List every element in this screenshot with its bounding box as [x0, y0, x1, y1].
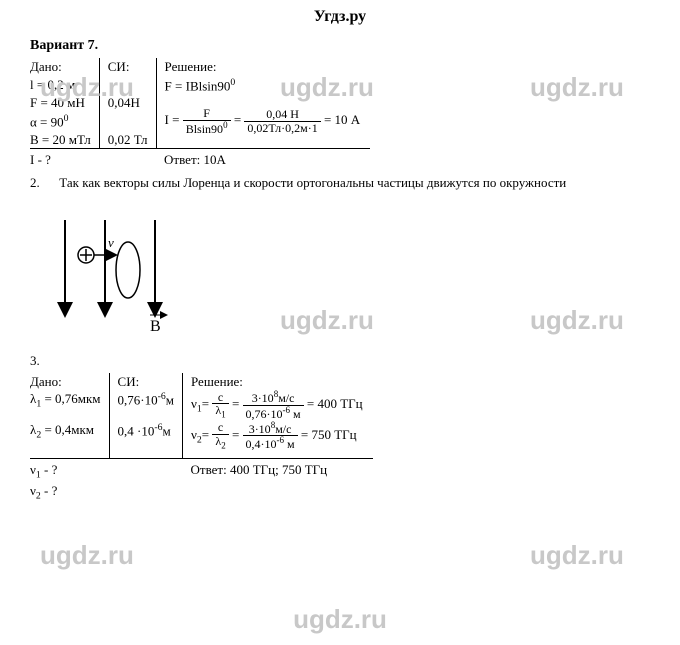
fraction: 0,04 H 0,02Тл·0,2м·1: [244, 108, 320, 134]
si-line: 0,4 ·10-6м: [109, 421, 182, 451]
given-line: F = 40 мН: [30, 94, 99, 112]
page-title: Угдз.ру: [0, 0, 680, 26]
answer-line: Ответ: 400 ТГц; 750 ТГц: [183, 459, 373, 482]
problem-text: Так как векторы силы Лоренца и скорости …: [59, 175, 566, 190]
formula-text: F = IBlsin90: [165, 78, 231, 93]
solution-line: ν1= c λ1 = 3·108м/с 0,76·10-6 м = 400 ТГ…: [183, 390, 373, 420]
problem-1-table: Дано: СИ: Решение: l = 0,2 м F = IBlsin9…: [30, 58, 370, 169]
watermark-text: ugdz.ru: [530, 540, 624, 571]
diagram-svg: v B: [50, 215, 190, 335]
given-header: Дано:: [30, 373, 109, 391]
problem-1: Дано: СИ: Решение: l = 0,2 м F = IBlsin9…: [0, 58, 680, 169]
given-line: α = 900: [30, 112, 99, 131]
problem-3-table: Дано: СИ: Решение: λ1 = 0,76мкм 0,76·10-…: [30, 373, 373, 503]
numerator: F: [183, 107, 231, 121]
problem-3: Дано: СИ: Решение: λ1 = 0,76мкм 0,76·10-…: [0, 373, 680, 503]
answer-line: Ответ: 10А: [156, 149, 370, 169]
solution-line: ν2= c λ2 = 3·108м/с 0,4·10-6 м = 750 ТГц: [183, 421, 373, 451]
solution-header: Решение:: [183, 373, 373, 391]
fraction: F Blsin900: [183, 107, 231, 135]
problem-3-number: 3.: [0, 345, 680, 371]
solution-line: F = IBlsin900: [156, 76, 370, 95]
watermark-text: ugdz.ru: [40, 540, 134, 571]
given-line: l = 0,2 м: [30, 76, 99, 95]
b-label: B: [150, 318, 161, 335]
solution-header: Решение:: [156, 58, 370, 76]
given-line: λ1 = 0,76мкм: [30, 390, 109, 420]
fraction: 3·108м/с 0,4·10-6 м: [243, 421, 298, 451]
denominator: Blsin900: [183, 121, 231, 136]
given-line: λ2 = 0,4мкм: [30, 421, 109, 451]
fraction: 3·108м/с 0,76·10-6 м: [243, 390, 304, 420]
v-label: v: [108, 235, 114, 250]
lorentz-diagram: v B: [0, 197, 680, 345]
find-line: ν2 - ?: [30, 482, 109, 503]
find-line: I - ?: [30, 149, 99, 169]
si-header: СИ:: [109, 373, 182, 391]
si-line: 0,02 Тл: [99, 131, 156, 149]
sup: 0: [230, 77, 235, 88]
fraction: c λ1: [212, 391, 228, 420]
given-line: B = 20 мТл: [30, 131, 99, 149]
fraction: c λ2: [212, 421, 228, 450]
denominator: 0,02Тл·0,2м·1: [244, 122, 320, 135]
formula-text: I =: [165, 112, 183, 127]
problem-2: 2. Так как векторы силы Лоренца и скорос…: [0, 169, 680, 197]
si-header: СИ:: [99, 58, 156, 76]
variant-label: Вариант 7.: [0, 26, 680, 56]
find-line: ν1 - ?: [30, 459, 109, 482]
si-line: 0,04Н: [99, 94, 156, 112]
si-line: 0,76·10-6м: [109, 390, 182, 420]
given-header: Дано:: [30, 58, 99, 76]
result-text: = 10 А: [324, 112, 360, 127]
numerator: 0,04 H: [244, 108, 320, 122]
equals: =: [234, 112, 245, 127]
solution-line: I = F Blsin900 = 0,04 H 0,02Тл·0,2м·1 = …: [156, 94, 370, 148]
problem-number: 2.: [30, 175, 40, 190]
watermark-text: ugdz.ru: [0, 604, 680, 635]
